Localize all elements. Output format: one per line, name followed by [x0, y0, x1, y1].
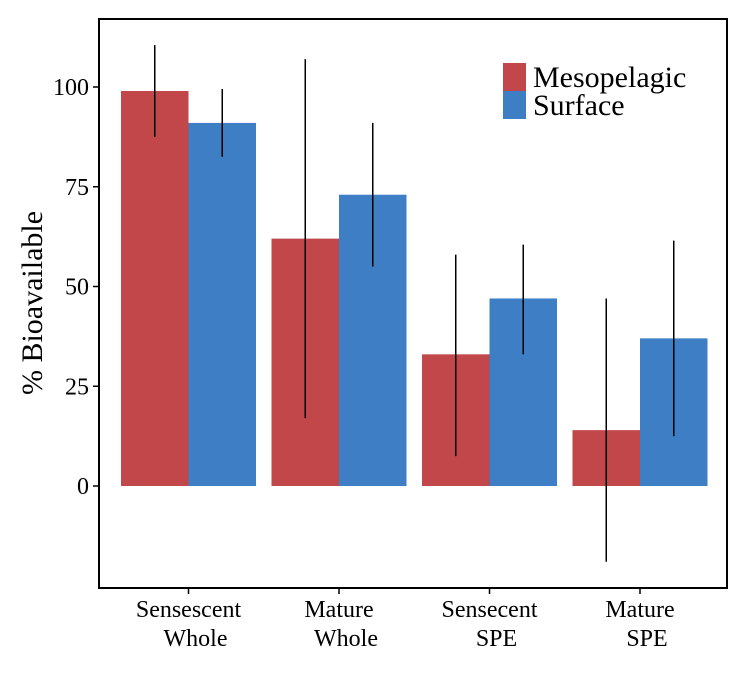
legend-label-mesopelagic: Mesopelagic: [533, 61, 686, 94]
legend-label-surface: Surface: [533, 89, 625, 122]
y-axis-title: % Bioavailable: [16, 211, 49, 395]
x-axis: Sensescent Whole Mature Whole Sensecent SPE Ma…: [136, 588, 675, 652]
x-tick-label-mature-whole: Whole: [314, 626, 378, 652]
bars-layer: [121, 90, 708, 487]
x-tick-label-sensescent-whole: Sensescent: [136, 597, 242, 623]
x-tick-label-mature-spe: Mature: [605, 597, 674, 623]
y-tick-label: 75: [65, 175, 89, 201]
legend-swatch-surface: [503, 91, 526, 119]
bar-mesopelagic-sensescent-whole: [121, 90, 189, 487]
x-tick-label-sensescent-whole: Whole: [164, 626, 228, 652]
bar-surface-sensescent-whole: [188, 122, 256, 486]
x-tick-label-mature-spe: SPE: [626, 626, 667, 652]
y-tick-label: 50: [65, 275, 89, 301]
x-tick-label-sensecent-spe: SPE: [476, 626, 517, 652]
y-tick-label: 25: [65, 374, 89, 400]
x-tick-label-sensecent-spe: Sensecent: [442, 597, 538, 623]
y-tick-label: 0: [77, 474, 89, 500]
error-bars-layer: [154, 45, 675, 562]
legend-swatch-mesopelagic: [503, 63, 526, 91]
y-axis: 0 25 50 75 100: [53, 75, 99, 500]
y-tick-label: 100: [53, 75, 89, 101]
plot-frame: [98, 18, 728, 589]
x-tick-label-mature-whole: Mature: [304, 597, 373, 623]
